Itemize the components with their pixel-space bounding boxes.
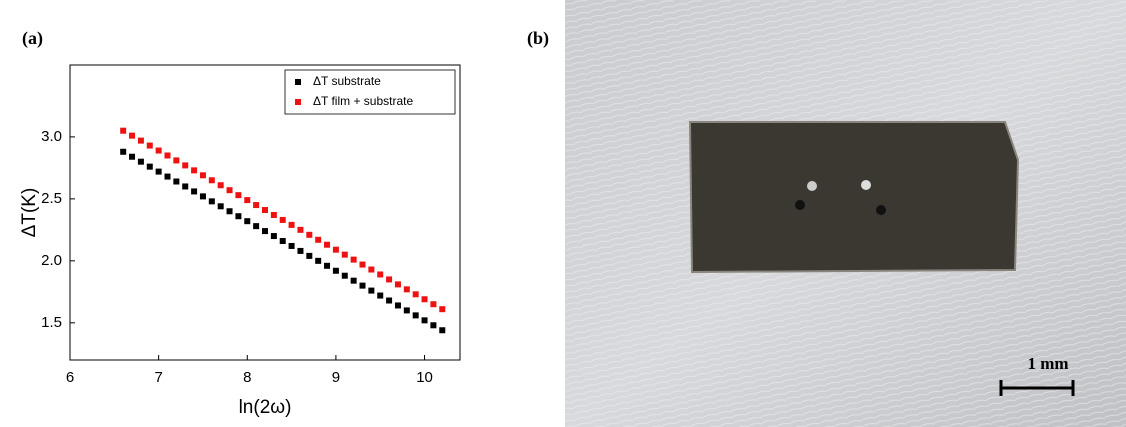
point (413, 291, 419, 297)
x-tick-label: 8 (243, 369, 251, 386)
panel-label: (a) (22, 28, 43, 49)
point (289, 243, 295, 249)
point (333, 247, 339, 253)
x-tick-label: 9 (332, 369, 340, 386)
y-tick-label: 2.5 (41, 190, 62, 207)
point (173, 157, 179, 163)
point (386, 276, 392, 282)
point (227, 187, 233, 193)
point (306, 253, 312, 259)
point (430, 322, 436, 328)
point (129, 133, 135, 139)
point (262, 228, 268, 234)
point (129, 154, 135, 160)
point (120, 149, 126, 155)
point (147, 164, 153, 170)
point (235, 213, 241, 219)
point (324, 242, 330, 248)
point (138, 159, 144, 165)
point (218, 182, 224, 188)
point (413, 312, 419, 318)
point (377, 271, 383, 277)
point (271, 212, 277, 218)
point (404, 286, 410, 292)
legend-label: ΔT substrate (313, 74, 381, 88)
x-tick-label: 6 (66, 369, 74, 386)
point (430, 301, 436, 307)
point (165, 152, 171, 158)
point (209, 177, 215, 183)
point (262, 207, 268, 213)
point (120, 128, 126, 134)
point (351, 278, 357, 284)
point (289, 222, 295, 228)
point (360, 262, 366, 268)
point (138, 138, 144, 144)
point (156, 169, 162, 175)
point (244, 197, 250, 203)
y-axis-label: ΔT(K) (19, 188, 40, 238)
point (191, 188, 197, 194)
point (342, 252, 348, 258)
point (386, 298, 392, 304)
point (253, 202, 259, 208)
point (315, 237, 321, 243)
point (147, 143, 153, 149)
figure: (a) (b) 1 mm 6 7 8 9 10 1.5 2.0 2.5 3.0 ln(2ω) ΔT(… (0, 0, 1126, 427)
point (439, 306, 445, 312)
point (156, 148, 162, 154)
point (244, 218, 250, 224)
point (315, 258, 321, 264)
point (342, 273, 348, 279)
legend-marker (295, 99, 301, 105)
point (200, 172, 206, 178)
legend-label: ΔT film + substrate (313, 94, 413, 108)
point (165, 174, 171, 180)
point (395, 302, 401, 308)
point (297, 227, 303, 233)
point (395, 281, 401, 287)
point (297, 248, 303, 254)
point (218, 203, 224, 209)
point (200, 193, 206, 199)
y-tick-label: 1.5 (41, 314, 62, 331)
point (191, 167, 197, 173)
point (422, 317, 428, 323)
point (368, 288, 374, 294)
point (271, 233, 277, 239)
point (227, 208, 233, 214)
point (422, 296, 428, 302)
point (280, 238, 286, 244)
point (351, 257, 357, 263)
point (182, 183, 188, 189)
point (306, 232, 312, 238)
point (235, 192, 241, 198)
x-tick-label: 7 (154, 369, 162, 386)
point (324, 263, 330, 269)
photo: 1 mm (565, 0, 1126, 427)
point (182, 162, 188, 168)
point (209, 198, 215, 204)
point (280, 217, 286, 223)
scale-bar-label: 1 mm (1027, 354, 1068, 373)
legend-marker (295, 79, 301, 85)
y-tick-label: 2.0 (41, 252, 62, 269)
point (377, 293, 383, 299)
point (360, 283, 366, 289)
sample-chip (690, 122, 1018, 272)
x-tick-label: 10 (416, 369, 433, 386)
y-tick-label: 3.0 (41, 128, 62, 145)
x-axis-label: ln(2ω) (239, 397, 292, 418)
point (368, 267, 374, 273)
point (173, 179, 179, 185)
point (439, 327, 445, 333)
point (333, 268, 339, 274)
point (404, 307, 410, 313)
point (253, 223, 259, 229)
panel-label: (b) (527, 28, 549, 49)
